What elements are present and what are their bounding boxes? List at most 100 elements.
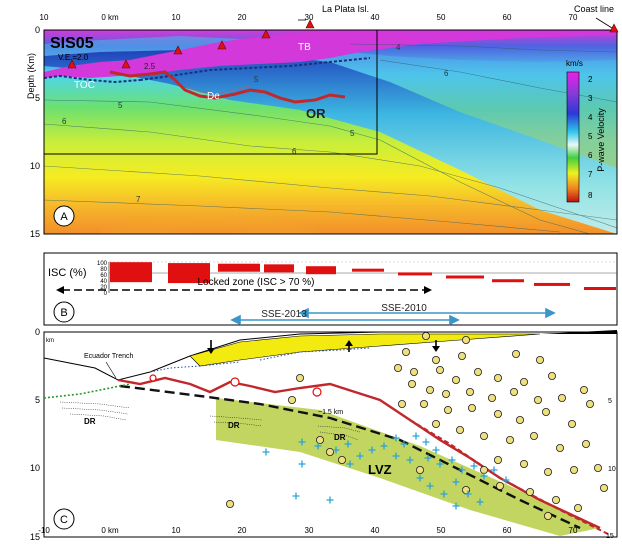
station-marker bbox=[121, 59, 131, 69]
isc-bar bbox=[110, 262, 152, 283]
tremor-cross bbox=[436, 460, 444, 468]
earthquake-circle bbox=[520, 377, 529, 386]
panel-a-letter: A bbox=[60, 211, 68, 223]
earthquake-circle bbox=[467, 403, 476, 412]
earthquake-circle bbox=[337, 455, 346, 464]
panel-c-bottom-axis: -10 0 km 10 20 30 40 50 60 70 bbox=[38, 526, 578, 535]
station-marker bbox=[67, 59, 77, 69]
depth-tick-label: 5 bbox=[608, 398, 612, 405]
tremor-cross bbox=[406, 456, 414, 464]
isc-axis: 100 80 60 40 20 0 bbox=[97, 261, 108, 297]
earthquake-circle bbox=[397, 399, 406, 408]
earthquake-circle bbox=[295, 373, 304, 382]
isc-tick-label: 20 bbox=[100, 285, 107, 291]
black-arrows bbox=[207, 340, 440, 354]
velocity-contours bbox=[44, 43, 617, 234]
tremor-cross bbox=[392, 434, 400, 442]
arrowhead-right bbox=[424, 286, 432, 294]
earthquake-circle bbox=[393, 363, 402, 372]
arrowhead bbox=[545, 307, 556, 319]
contour-label: 4 bbox=[396, 43, 401, 52]
panel-c-letter: C bbox=[60, 514, 68, 526]
depth-tick-label: 15 bbox=[606, 533, 614, 540]
tremor-cross bbox=[432, 446, 440, 454]
earthquake-circle bbox=[552, 495, 561, 504]
earthquake-circle bbox=[443, 405, 452, 414]
bottom-tick-label: 10 bbox=[172, 526, 181, 535]
contour-label: 7 bbox=[136, 195, 141, 204]
tremor-cross bbox=[476, 498, 484, 506]
dr-label-1: DR bbox=[84, 417, 96, 426]
sse-arrows bbox=[230, 307, 556, 326]
earthquake-circle bbox=[509, 387, 518, 396]
oceanic-crust-dashed bbox=[119, 384, 581, 530]
depth-tick-label: 5 bbox=[35, 395, 40, 405]
tremor-cross bbox=[298, 460, 306, 468]
bottom-tick-label: 20 bbox=[238, 526, 247, 535]
dr-label-3: DR bbox=[334, 433, 346, 442]
earthquake-circle bbox=[568, 419, 577, 428]
isc-bar bbox=[446, 275, 484, 279]
isc-bar bbox=[264, 264, 294, 273]
station-marker bbox=[217, 40, 227, 50]
top-tick-label: 40 bbox=[371, 13, 380, 22]
earthquake-circle bbox=[600, 483, 609, 492]
station-marker bbox=[261, 29, 271, 39]
label-toc: TOC bbox=[74, 80, 95, 91]
earthquake-circle bbox=[409, 367, 418, 376]
earthquake-circle bbox=[580, 385, 589, 394]
colorbar-label: P-wave Velocity bbox=[596, 108, 606, 172]
earthquake-circle bbox=[505, 435, 514, 444]
isc-tick-label: 80 bbox=[100, 267, 107, 273]
decollement-line bbox=[184, 85, 251, 95]
contour-label: 5 bbox=[118, 101, 123, 110]
isc-bar bbox=[492, 279, 524, 283]
panel-c-right-axis: 5 10 15 bbox=[606, 398, 616, 540]
place-name-la-plata: La Plata Isl. bbox=[322, 4, 369, 14]
plate-interface-dashed-deep bbox=[409, 419, 609, 535]
tremor-cross bbox=[314, 442, 322, 450]
colorbar-tick: 4 bbox=[588, 113, 593, 122]
isc-tick-label: 60 bbox=[100, 273, 107, 279]
tremor-cross bbox=[424, 454, 432, 462]
contour-labels: 4 6 5 5 6 5 6 7 bbox=[62, 43, 449, 204]
contour-label: 5 bbox=[350, 129, 355, 138]
earthquake-circle bbox=[544, 512, 553, 521]
earthquake-circle bbox=[325, 447, 334, 456]
tremor-cross bbox=[332, 446, 340, 454]
tremor-cross bbox=[392, 452, 400, 460]
tremor-cross bbox=[356, 452, 364, 460]
isc-bar bbox=[306, 266, 336, 275]
sse-2013-label: SSE-2013 bbox=[261, 309, 307, 320]
isc-tick-label: 100 bbox=[97, 261, 108, 267]
earthquake-circle bbox=[534, 395, 543, 404]
depth-axis: 0 5 10 15 bbox=[30, 25, 40, 239]
earthquake-circle bbox=[493, 455, 502, 464]
vertical-exaggeration: V.E.=2.0 bbox=[58, 53, 89, 62]
station-marker bbox=[305, 19, 315, 29]
upper-crust-dotted bbox=[259, 347, 371, 361]
coast-line-label: Coast line bbox=[574, 4, 614, 14]
plate-interface-red bbox=[109, 70, 346, 104]
isc-bar bbox=[352, 268, 384, 272]
lvz-label: LVZ bbox=[368, 462, 392, 477]
detail-box bbox=[43, 29, 378, 155]
star-marker bbox=[312, 387, 322, 397]
isc-bars bbox=[110, 262, 616, 290]
bottom-tick-label: 0 km bbox=[101, 526, 119, 535]
top-tick-label: 70 bbox=[569, 13, 578, 22]
star-marker bbox=[149, 374, 157, 382]
station-marker bbox=[609, 23, 619, 33]
tremor-cross bbox=[326, 496, 334, 504]
earthquake-circle bbox=[457, 351, 466, 360]
contour-label: 6 bbox=[292, 147, 297, 156]
panel-a: 10 0 km 10 20 30 40 50 60 70 La Plata Is… bbox=[26, 4, 619, 239]
upper-velocity-band bbox=[44, 36, 617, 168]
green-dotted-line bbox=[43, 383, 131, 399]
tremor-cross bbox=[458, 466, 466, 474]
sse-2010-label: SSE-2010 bbox=[381, 303, 427, 314]
panel-b-letter-circle bbox=[53, 301, 75, 323]
dr-label-2: DR bbox=[228, 421, 240, 430]
earthquake-circle bbox=[431, 355, 440, 364]
